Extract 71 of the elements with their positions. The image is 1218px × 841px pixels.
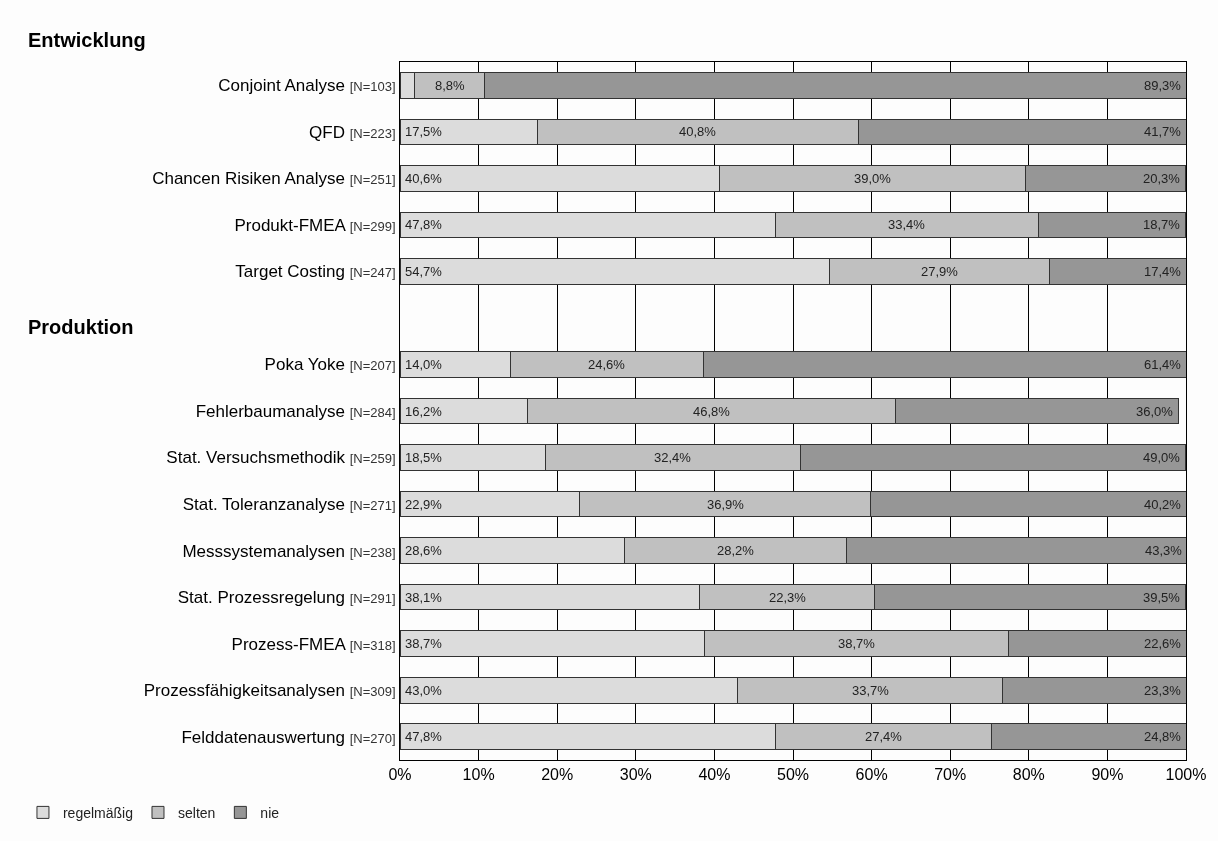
data-label: 43,0% <box>405 683 443 698</box>
data-label: 54,7% <box>405 264 443 279</box>
data-label: 14,0% <box>405 357 443 372</box>
y-tick-label: Fehlerbaumanalyse [N=284] <box>195 401 396 421</box>
data-label: 24,8% <box>1144 729 1182 744</box>
y-tick-label: Stat. Toleranzanalyse [N=271] <box>182 495 396 515</box>
data-label: 38,7% <box>838 636 876 651</box>
y-tick-label: QFD [N=223] <box>309 122 396 142</box>
y-tick-label: Prozess-FMEA [N=318] <box>231 634 396 654</box>
data-label: 39,5% <box>1143 590 1181 605</box>
data-label: 40,2% <box>1144 497 1182 512</box>
y-tick-label: Produkt-FMEA [N=299] <box>234 215 396 235</box>
data-label: 22,9% <box>405 497 443 512</box>
data-label: 17,4% <box>1144 264 1182 279</box>
data-label: 47,8% <box>405 729 443 744</box>
data-label: 38,7% <box>405 636 443 651</box>
data-label: 8,8% <box>435 78 466 93</box>
y-tick-label: Chancen Risiken Analyse [N=251] <box>152 169 396 189</box>
x-tick-label: 100% <box>1165 766 1207 784</box>
data-label: 39,0% <box>854 171 892 186</box>
data-label: 28,2% <box>717 543 755 558</box>
data-label: 43,3% <box>1145 543 1183 558</box>
y-tick-label: Messsystemanalysen [N=238] <box>182 541 396 561</box>
data-label: 36,0% <box>1136 404 1174 419</box>
x-tick-label: 50% <box>776 766 810 784</box>
x-tick-label: 20% <box>541 766 574 784</box>
data-label: 23,3% <box>1144 683 1182 698</box>
data-label: 18,7% <box>1143 217 1181 232</box>
data-label: 61,4% <box>1144 357 1182 372</box>
legend-label: selten <box>177 804 216 821</box>
data-label: 40,8% <box>679 124 717 139</box>
x-tick-label: 60% <box>855 766 888 784</box>
data-label: 41,7% <box>1144 124 1182 139</box>
data-label: 36,9% <box>707 497 745 512</box>
data-label: 33,4% <box>888 217 926 232</box>
text: Produktion <box>28 316 134 338</box>
x-tick-label: 0% <box>388 766 412 784</box>
data-label: 24,6% <box>588 357 626 372</box>
y-tick-label: Stat. Versuchsmethodik [N=259] <box>166 448 396 468</box>
data-label: 16,2% <box>405 404 443 419</box>
data-label: 20,3% <box>1143 171 1181 186</box>
y-tick-label: Stat. Prozessregelung [N=291] <box>177 588 396 608</box>
data-label: 40,6% <box>405 171 443 186</box>
legend-label: regelmäßig <box>62 804 133 821</box>
data-label: 27,4% <box>865 729 903 744</box>
data-label: 32,4% <box>654 450 692 465</box>
x-tick-label: 40% <box>698 766 731 784</box>
data-label: 27,9% <box>921 264 959 279</box>
legend-label: nie <box>260 804 280 821</box>
data-label: 22,3% <box>769 590 807 605</box>
x-tick-label: 90% <box>1091 766 1124 784</box>
data-label: 89,3% <box>1144 78 1182 93</box>
x-tick-label: 80% <box>1012 766 1045 784</box>
y-tick-label: Prozessfähigkeitsanalysen [N=309] <box>143 681 396 701</box>
data-label: 28,6% <box>405 543 443 558</box>
data-label: 49,0% <box>1143 450 1181 465</box>
y-tick-label: Conjoint Analyse [N=103] <box>218 76 396 96</box>
data-label: 38,1% <box>405 590 443 605</box>
text: Entwicklung <box>28 29 146 51</box>
x-tick-label: 10% <box>462 766 495 784</box>
data-label: 47,8% <box>405 217 443 232</box>
y-tick-label: Felddatenauswertung [N=270] <box>181 727 396 747</box>
data-label: 18,5% <box>405 450 443 465</box>
y-tick-label: Target Costing [N=247] <box>235 262 396 282</box>
y-tick-label: Poka Yoke [N=207] <box>264 355 396 375</box>
x-tick-label: 30% <box>619 766 652 784</box>
data-label: 33,7% <box>852 683 890 698</box>
data-label: 46,8% <box>693 404 731 419</box>
data-label: 22,6% <box>1144 636 1182 651</box>
data-label: 17,5% <box>405 124 443 139</box>
x-tick-label: 70% <box>934 766 967 784</box>
